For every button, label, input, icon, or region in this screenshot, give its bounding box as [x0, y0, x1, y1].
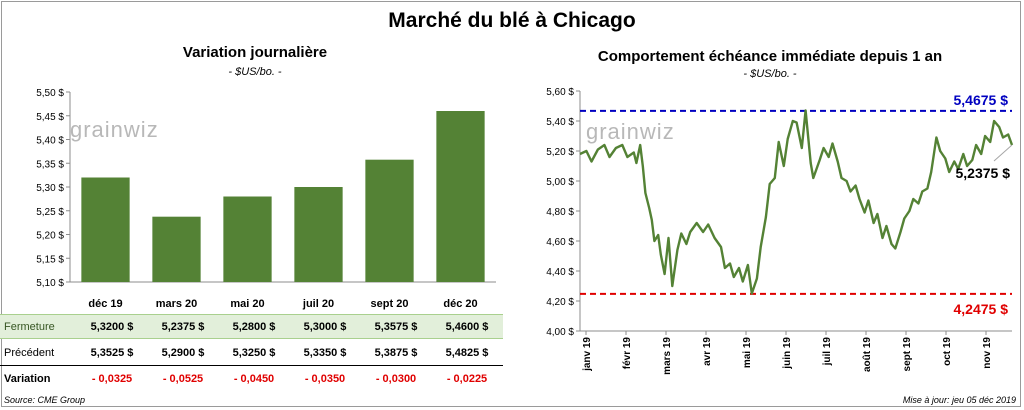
previous-row-label: Précédent — [4, 347, 55, 359]
previous-row: Précédent 5,3525 $ 5,2900 $ 5,3250 $ 5,3… — [0, 341, 503, 366]
previous-cell: 5,3875 $ — [374, 347, 418, 359]
line-y-tick-label: 4,20 $ — [546, 297, 574, 308]
variation-row: Variation - 0,0325 - 0,0525 - 0,0450 - 0… — [0, 367, 503, 392]
line-x-tick-label: juin 19 — [782, 337, 793, 370]
line-y-tick-label: 5,40 $ — [546, 117, 574, 128]
bar-category-label: déc 19 — [88, 298, 122, 310]
previous-cell: 5,3350 $ — [303, 347, 347, 359]
line-x-tick-label: mai 19 — [742, 337, 753, 369]
variation-cell: - 0,0350 — [304, 373, 346, 385]
line-x-tick-label: oct 19 — [942, 337, 953, 366]
bar-y-tick-label: 5,15 $ — [36, 254, 64, 265]
bar-y-tick-label: 5,25 $ — [36, 207, 64, 218]
price-series-line — [579, 109, 1014, 295]
variation-cell: - 0,0525 — [162, 373, 204, 385]
page-title: Marché du blé à Chicago — [388, 9, 636, 32]
bar-category-label: mars 20 — [156, 298, 198, 310]
line-chart-unit: - $US/bo. - — [743, 68, 797, 80]
close-cell: 5,2800 $ — [232, 321, 276, 333]
line-y-tick-label: 5,60 $ — [546, 87, 574, 98]
last-value-leader-line — [993, 144, 1013, 162]
close-cell: 5,3000 $ — [303, 321, 347, 333]
bar-category-label: juil 20 — [302, 298, 334, 310]
previous-cell: 5,3525 $ — [90, 347, 134, 359]
previous-cell: 5,3250 $ — [232, 347, 276, 359]
bar-y-tick-label: 5,40 $ — [36, 136, 64, 147]
variation-cell: - 0,0225 — [446, 373, 488, 385]
variation-cell: - 0,0300 — [375, 373, 417, 385]
line-x-tick-label: sept 19 — [902, 337, 913, 372]
source-note: Source: CME Group — [4, 395, 86, 405]
bar-category-label: sept 20 — [371, 298, 409, 310]
bar — [436, 111, 485, 282]
bar — [152, 216, 201, 282]
grainwiz-watermark-left: grainwiz — [70, 117, 159, 142]
line-chart-title: Comportement échéance immédiate depuis 1… — [597, 48, 943, 65]
min-value-label: 4,2475 $ — [954, 301, 1009, 317]
bar-category-label: déc 20 — [443, 298, 477, 310]
bar-chart-title: Variation journalière — [182, 44, 328, 61]
line-y-tick-label: 4,40 $ — [546, 267, 574, 278]
bar — [294, 187, 343, 282]
line-y-tick-label: 4,00 $ — [546, 327, 574, 338]
bar-y-tick-label: 5,10 $ — [36, 278, 64, 289]
max-value-label: 5,4675 $ — [954, 92, 1009, 108]
close-row-label: Fermeture — [4, 321, 55, 333]
bar-y-tick-label: 5,50 $ — [36, 88, 64, 99]
previous-cell: 5,2900 $ — [161, 347, 205, 359]
last-value-label: 5,2375 $ — [956, 165, 1011, 181]
variation-cell: - 0,0325 — [91, 373, 133, 385]
bar-category-label: mai 20 — [230, 298, 264, 310]
line-x-tick-label: févr 19 — [622, 337, 633, 370]
close-cell: 5,2375 $ — [161, 321, 205, 333]
line-chart: 4,00 $ 4,20 $ 4,40 $ 4,60 $ 4,80 $ 5,00 $ 5,20… — [546, 87, 1014, 375]
variation-row-label: Variation — [4, 373, 51, 385]
bar — [223, 196, 272, 282]
close-cell: 5,3200 $ — [90, 321, 134, 333]
line-y-tick-label: 4,60 $ — [546, 237, 574, 248]
line-x-tick-label: avr 19 — [702, 337, 713, 366]
bar — [365, 159, 414, 282]
bar-y-tick-label: 5,30 $ — [36, 183, 64, 194]
line-y-tick-label: 5,20 $ — [546, 147, 574, 158]
line-y-tick-label: 5,00 $ — [546, 177, 574, 188]
bar — [81, 177, 130, 282]
line-x-tick-label: janv 19 — [582, 337, 593, 372]
line-x-tick-label: nov 19 — [982, 337, 993, 369]
close-row: Fermeture 5,3200 $ 5,2375 $ 5,2800 $ 5,3… — [0, 314, 503, 339]
line-x-tick-label: mars 19 — [662, 337, 673, 375]
bar-y-tick-label: 5,20 $ — [36, 231, 64, 242]
bar-chart-unit: - $US/bo. - — [228, 66, 282, 78]
variation-cell: - 0,0450 — [233, 373, 275, 385]
bar-chart: 5,10 $ 5,15 $ 5,20 $ 5,25 $ 5,30 $ 5,35 $ 5,40… — [36, 88, 496, 310]
previous-cell: 5,4825 $ — [445, 347, 489, 359]
close-cell: 5,3575 $ — [374, 321, 418, 333]
line-y-tick-label: 4,80 $ — [546, 207, 574, 218]
line-x-tick-label: août 19 — [862, 337, 873, 372]
update-note: Mise à jour: jeu 05 déc 2019 — [902, 395, 1016, 405]
line-x-tick-label: juil 19 — [822, 337, 833, 367]
bar-y-tick-label: 5,35 $ — [36, 159, 64, 170]
close-cell: 5,4600 $ — [445, 321, 489, 333]
grainwiz-watermark-right: grainwiz — [586, 119, 675, 144]
bar-y-tick-label: 5,45 $ — [36, 112, 64, 123]
